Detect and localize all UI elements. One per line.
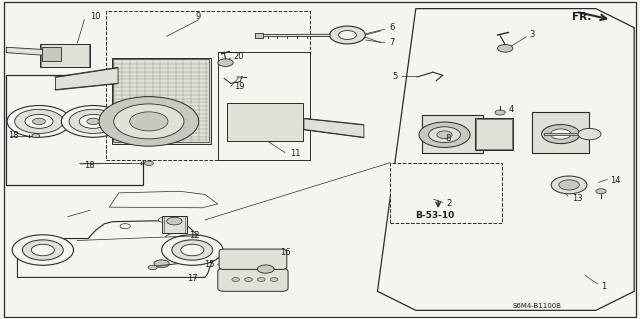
Circle shape <box>61 106 125 137</box>
Circle shape <box>154 260 170 268</box>
Text: 16: 16 <box>280 248 291 257</box>
Text: 1: 1 <box>601 282 606 291</box>
Circle shape <box>79 115 108 128</box>
Bar <box>42 47 61 61</box>
Circle shape <box>596 189 606 194</box>
Text: 8: 8 <box>445 134 451 143</box>
Bar <box>532 112 589 153</box>
Circle shape <box>419 122 470 147</box>
Circle shape <box>257 265 274 273</box>
Bar <box>113 59 209 142</box>
Circle shape <box>232 278 239 281</box>
Text: FR.: FR. <box>572 11 591 22</box>
Text: 3: 3 <box>529 31 535 40</box>
Text: 18: 18 <box>84 161 94 170</box>
Circle shape <box>429 127 461 143</box>
Text: 10: 10 <box>90 12 100 21</box>
Bar <box>113 58 211 144</box>
Bar <box>40 44 90 67</box>
Circle shape <box>25 115 53 128</box>
Circle shape <box>437 131 452 138</box>
Bar <box>390 163 502 223</box>
Circle shape <box>339 31 356 40</box>
Circle shape <box>551 176 587 194</box>
Circle shape <box>167 217 182 225</box>
Text: 19: 19 <box>234 82 244 91</box>
Text: 18: 18 <box>8 131 19 140</box>
Circle shape <box>130 112 168 131</box>
Circle shape <box>69 109 118 133</box>
Circle shape <box>270 278 278 281</box>
Bar <box>6 75 143 185</box>
Bar <box>163 216 186 233</box>
Circle shape <box>180 244 204 256</box>
Text: 17: 17 <box>187 274 198 283</box>
Circle shape <box>32 134 40 137</box>
Circle shape <box>162 235 223 265</box>
Circle shape <box>218 59 233 66</box>
Circle shape <box>120 224 131 229</box>
Text: B-53-10: B-53-10 <box>415 211 454 219</box>
Bar <box>474 118 513 150</box>
Polygon shape <box>17 221 214 278</box>
FancyBboxPatch shape <box>219 249 287 269</box>
FancyBboxPatch shape <box>218 269 288 291</box>
Text: 12: 12 <box>189 231 200 240</box>
Bar <box>422 115 483 153</box>
Bar <box>164 216 185 233</box>
Circle shape <box>550 129 571 139</box>
Text: 6: 6 <box>389 23 394 32</box>
Text: 13: 13 <box>572 194 583 203</box>
Text: 5: 5 <box>393 72 398 81</box>
Circle shape <box>99 97 198 146</box>
Circle shape <box>330 26 365 44</box>
Circle shape <box>559 180 579 190</box>
Bar <box>227 103 303 141</box>
Text: 9: 9 <box>195 12 201 21</box>
Circle shape <box>541 124 580 144</box>
Polygon shape <box>378 9 634 310</box>
Bar <box>476 119 511 149</box>
Circle shape <box>159 217 169 222</box>
Text: 11: 11 <box>290 149 301 158</box>
Text: S6M4-B1100B: S6M4-B1100B <box>513 303 562 309</box>
Circle shape <box>495 110 505 115</box>
Circle shape <box>33 118 45 124</box>
Bar <box>41 44 90 67</box>
Circle shape <box>497 45 513 52</box>
Text: 4: 4 <box>509 105 515 114</box>
Circle shape <box>7 106 71 137</box>
Text: 14: 14 <box>611 176 621 185</box>
Circle shape <box>15 109 63 133</box>
Circle shape <box>145 161 154 166</box>
Circle shape <box>244 278 252 281</box>
Circle shape <box>114 104 184 139</box>
Circle shape <box>31 244 54 256</box>
Circle shape <box>578 128 601 140</box>
Polygon shape <box>109 191 218 208</box>
Text: 15: 15 <box>204 260 214 269</box>
Text: 7: 7 <box>389 38 394 47</box>
Circle shape <box>257 278 265 281</box>
Circle shape <box>22 240 63 260</box>
Circle shape <box>148 265 157 270</box>
Circle shape <box>87 118 100 124</box>
Text: 2: 2 <box>447 199 452 208</box>
Circle shape <box>12 235 74 265</box>
Circle shape <box>172 240 212 260</box>
Text: 20: 20 <box>234 52 244 61</box>
Bar <box>218 51 310 160</box>
Bar <box>106 11 310 160</box>
